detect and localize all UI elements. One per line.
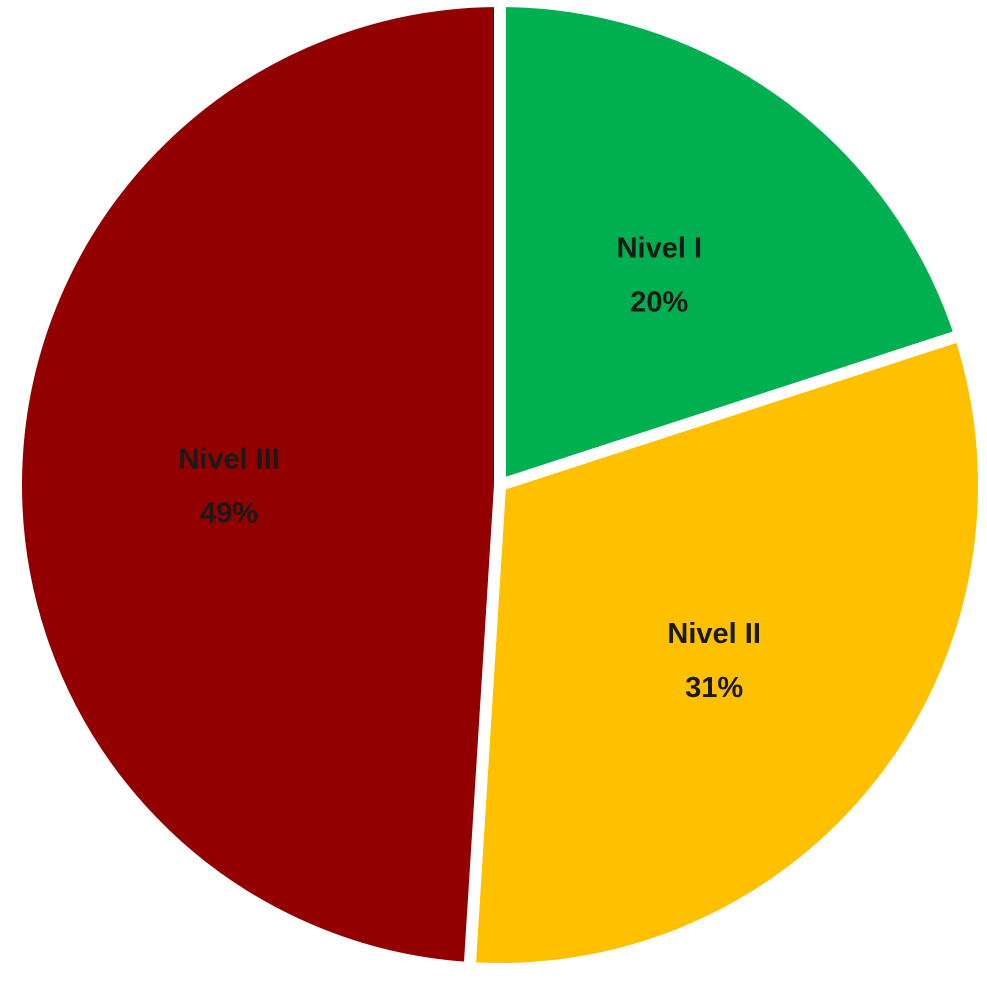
slice-label-3: Nivel III	[178, 443, 280, 475]
slice-label-2: Nivel II	[667, 618, 761, 650]
pie-slice-2	[463, 327, 987, 975]
pie-slice-1	[494, 0, 968, 494]
slice-percent-3: 49%	[200, 497, 258, 529]
pie-slice-3	[10, 0, 506, 975]
slice-percent-1: 20%	[630, 287, 688, 319]
slice-label-1: Nivel I	[617, 233, 702, 265]
slice-percent-2: 31%	[685, 672, 743, 704]
